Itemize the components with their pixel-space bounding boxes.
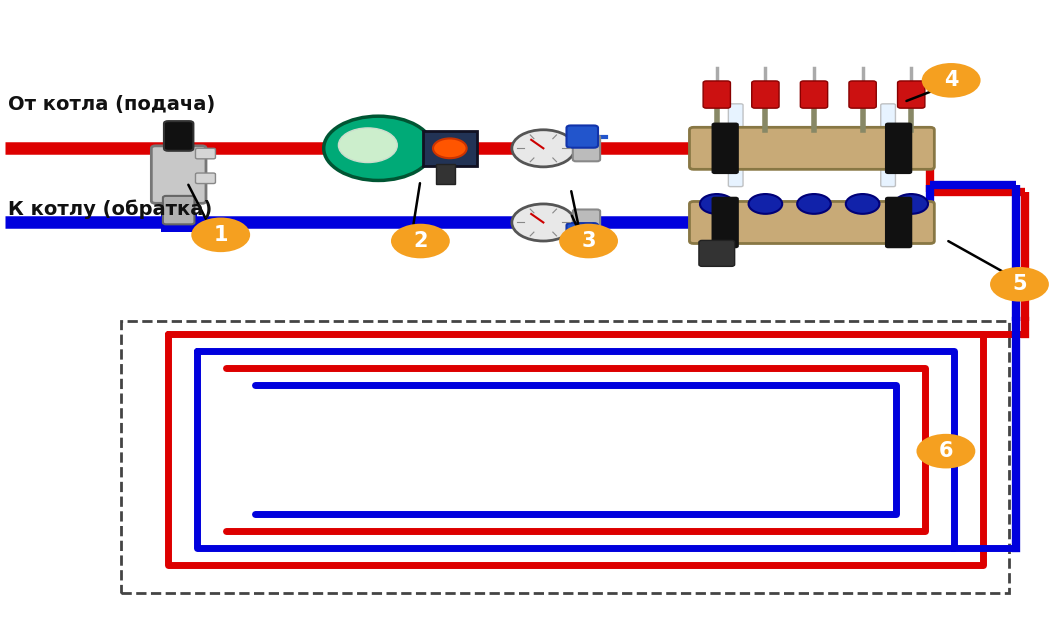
FancyBboxPatch shape	[689, 201, 934, 243]
Bar	[161, 213, 197, 232]
Circle shape	[894, 194, 928, 214]
FancyBboxPatch shape	[713, 198, 738, 247]
Circle shape	[433, 138, 467, 158]
FancyBboxPatch shape	[689, 127, 934, 169]
Circle shape	[798, 194, 831, 214]
FancyBboxPatch shape	[713, 124, 738, 173]
Text: К котлу (обратка): К котлу (обратка)	[8, 200, 212, 219]
FancyBboxPatch shape	[566, 125, 598, 148]
FancyBboxPatch shape	[699, 240, 735, 266]
Circle shape	[324, 116, 433, 180]
Circle shape	[846, 194, 880, 214]
FancyBboxPatch shape	[728, 104, 743, 187]
FancyBboxPatch shape	[423, 131, 477, 166]
FancyBboxPatch shape	[573, 135, 600, 161]
Text: 1: 1	[213, 225, 228, 245]
FancyBboxPatch shape	[195, 173, 215, 184]
Circle shape	[191, 218, 250, 252]
FancyBboxPatch shape	[886, 124, 911, 173]
Circle shape	[922, 63, 981, 98]
Text: 3: 3	[581, 231, 596, 251]
FancyBboxPatch shape	[703, 81, 730, 108]
Text: От котла (подача): От котла (подача)	[8, 95, 215, 114]
FancyBboxPatch shape	[573, 210, 600, 235]
Text: 6: 6	[939, 441, 953, 461]
FancyBboxPatch shape	[849, 81, 877, 108]
FancyBboxPatch shape	[164, 121, 193, 151]
Circle shape	[338, 128, 397, 163]
FancyBboxPatch shape	[151, 146, 206, 203]
Circle shape	[748, 194, 782, 214]
FancyBboxPatch shape	[801, 81, 828, 108]
FancyBboxPatch shape	[751, 81, 779, 108]
FancyBboxPatch shape	[566, 223, 598, 245]
Circle shape	[512, 130, 575, 167]
Circle shape	[990, 267, 1049, 302]
Text: 4: 4	[944, 70, 959, 90]
Circle shape	[700, 194, 734, 214]
Circle shape	[559, 224, 618, 258]
Circle shape	[512, 204, 575, 241]
Circle shape	[916, 434, 975, 468]
Bar	[436, 164, 455, 184]
FancyBboxPatch shape	[163, 196, 194, 224]
Bar	[121, 321, 1009, 593]
FancyBboxPatch shape	[886, 198, 911, 247]
Text: 2: 2	[413, 231, 428, 251]
FancyBboxPatch shape	[881, 104, 895, 187]
Text: 5: 5	[1012, 274, 1027, 294]
FancyBboxPatch shape	[898, 81, 925, 108]
FancyBboxPatch shape	[195, 148, 215, 159]
Circle shape	[391, 224, 450, 258]
